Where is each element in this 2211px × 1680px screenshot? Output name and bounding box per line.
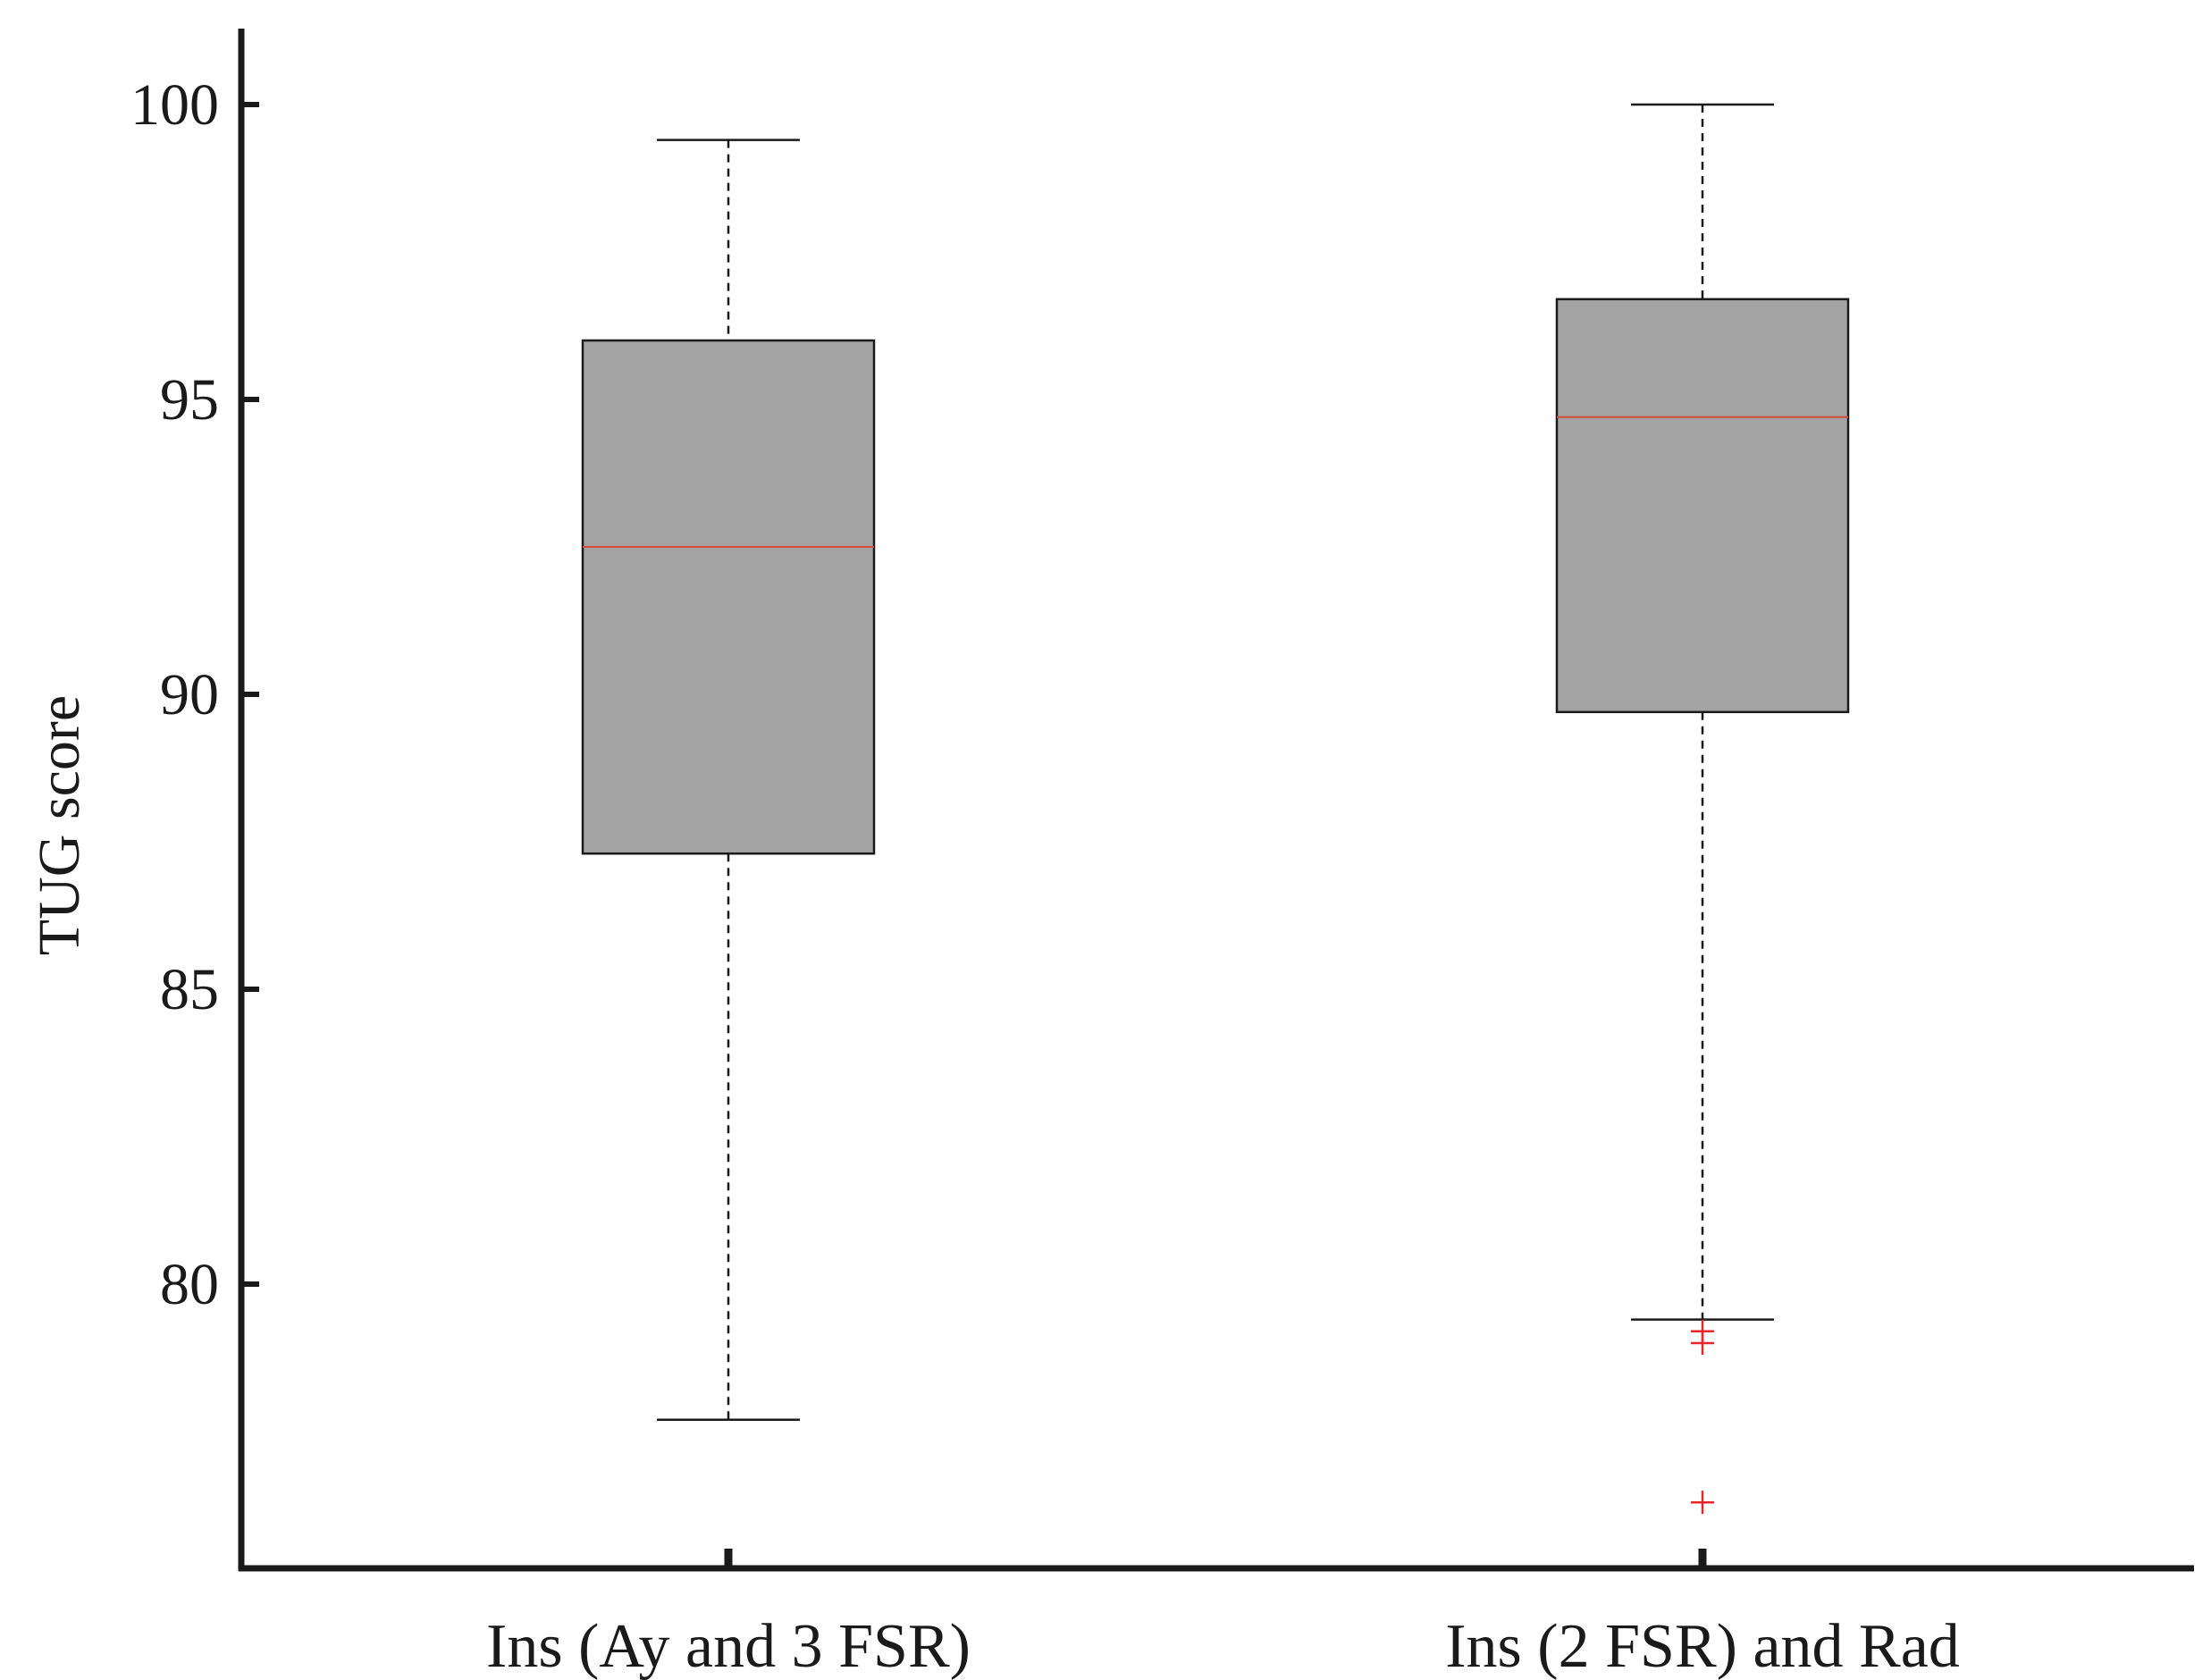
labels-layer: 80 85 90 95 100 TUG score Ins (Ay and 3 FSR) In… (27, 72, 1960, 1680)
x-tick-label: Ins (Ay and 3 FSR) (486, 1612, 971, 1680)
box-body (1555, 298, 1850, 714)
box-body (581, 339, 876, 855)
box-group (581, 139, 876, 1422)
x-tick-label: Ins (2 FSR) and Rad (1445, 1612, 1960, 1680)
y-tick-label: 100 (130, 72, 219, 138)
y-tick-label: 95 (160, 367, 219, 433)
box-group (1555, 103, 1850, 1515)
y-tick-label: 90 (160, 662, 219, 727)
outlier-marker (1691, 1331, 1714, 1355)
outlier-marker (1691, 1491, 1714, 1515)
y-axis-label: TUG score (27, 695, 92, 955)
y-tick-label: 85 (160, 957, 219, 1022)
axes-layer (238, 29, 2194, 1572)
y-tick-label: 80 (160, 1252, 219, 1317)
boxes-layer (581, 103, 1850, 1515)
